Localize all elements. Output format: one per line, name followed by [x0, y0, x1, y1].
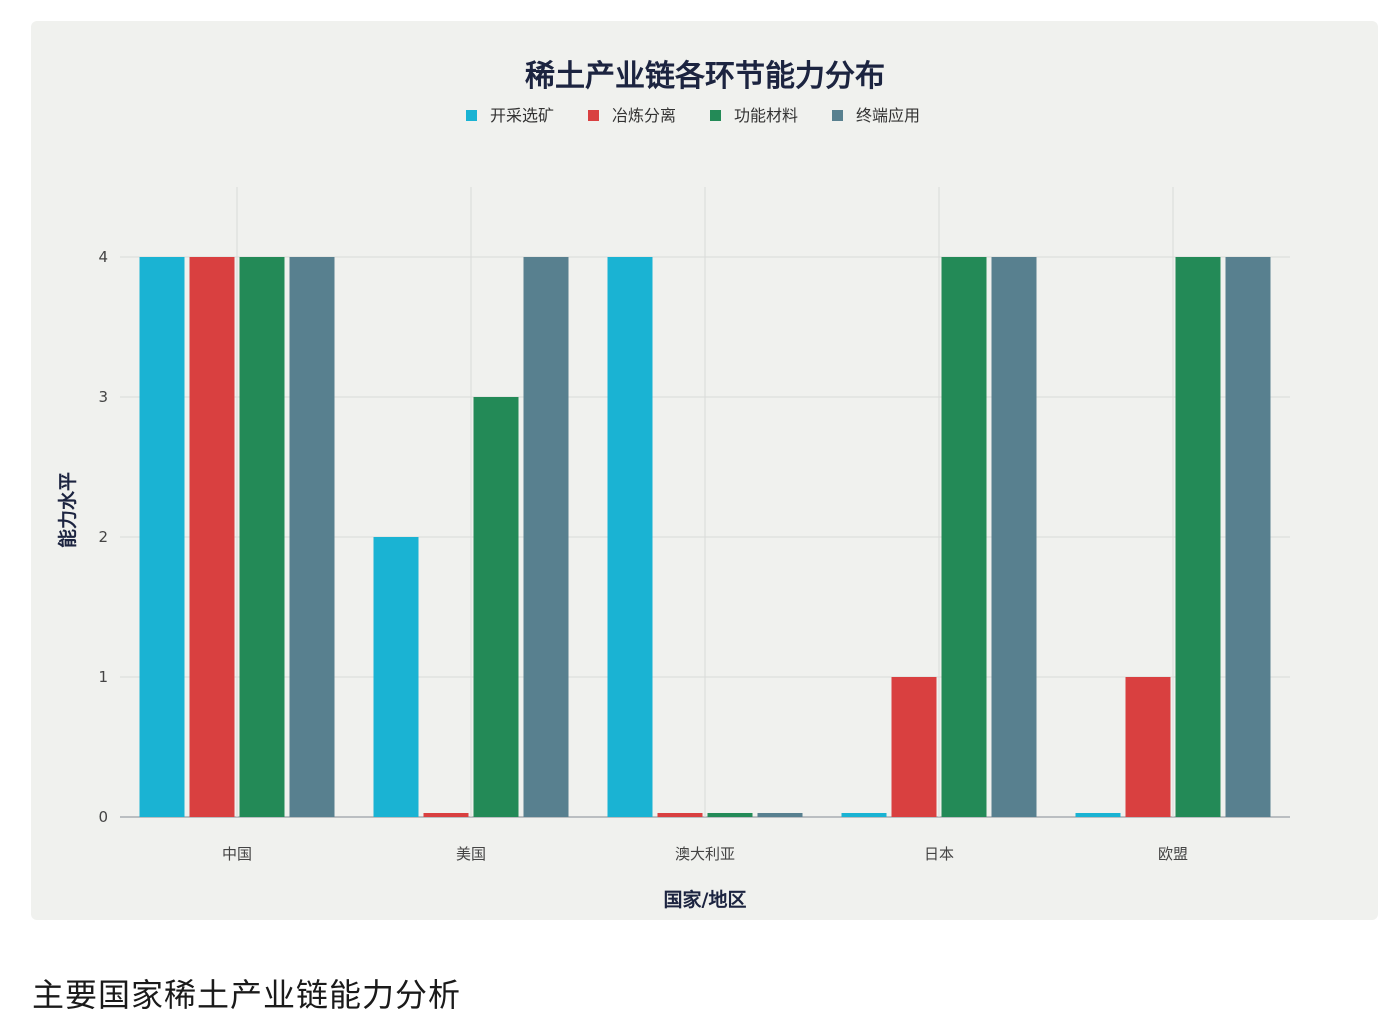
bar-开采选矿-美国	[373, 537, 419, 817]
bar-功能材料-澳大利亚	[707, 813, 753, 817]
y-tick-label: 3	[98, 388, 108, 406]
bar-开采选矿-欧盟	[1075, 813, 1121, 817]
bar-功能材料-美国	[473, 397, 519, 817]
bar-功能材料-日本	[941, 257, 987, 817]
bar-chart: 稀土产业链各环节能力分布 开采选矿 冶炼分离 功能材料 终端应用 0 1 2 3 4 中国 美国…	[56, 59, 1290, 911]
bar-冶炼分离-欧盟	[1125, 677, 1171, 817]
bar-开采选矿-澳大利亚	[607, 257, 653, 817]
x-axis-ticks: 中国 美国 澳大利亚 日本 欧盟	[222, 845, 1188, 863]
bars-group	[139, 257, 1271, 817]
legend-swatch	[466, 110, 477, 121]
bar-冶炼分离-澳大利亚	[657, 813, 703, 817]
x-tick-label: 欧盟	[1158, 845, 1188, 863]
x-tick-label: 中国	[222, 845, 252, 863]
legend-item-开采选矿: 开采选矿	[466, 106, 554, 125]
bar-终端应用-欧盟	[1225, 257, 1271, 817]
legend-swatch	[588, 110, 599, 121]
legend-label: 开采选矿	[490, 106, 554, 125]
legend-item-终端应用: 终端应用	[832, 106, 920, 125]
y-tick-label: 0	[98, 808, 108, 826]
bar-终端应用-日本	[991, 257, 1037, 817]
y-tick-label: 1	[98, 668, 108, 686]
figure-caption: 主要国家稀土产业链能力分析	[32, 976, 462, 1014]
bar-功能材料-中国	[239, 257, 285, 817]
legend-label: 终端应用	[856, 106, 920, 125]
y-axis-ticks: 0 1 2 3 4	[98, 248, 108, 826]
legend-item-冶炼分离: 冶炼分离	[588, 106, 676, 125]
y-tick-label: 4	[98, 248, 108, 266]
bar-终端应用-美国	[523, 257, 569, 817]
bar-冶炼分离-美国	[423, 813, 469, 817]
bar-冶炼分离-日本	[891, 677, 937, 817]
legend-item-功能材料: 功能材料	[710, 106, 798, 125]
x-axis-title: 国家/地区	[664, 888, 747, 911]
y-axis-title: 能力水平	[56, 472, 79, 548]
bar-开采选矿-中国	[139, 257, 185, 817]
legend-label: 冶炼分离	[612, 106, 676, 125]
x-tick-label: 澳大利亚	[675, 845, 735, 863]
bar-终端应用-澳大利亚	[757, 813, 803, 817]
y-tick-label: 2	[98, 528, 108, 546]
x-tick-label: 日本	[924, 845, 954, 863]
legend-label: 功能材料	[734, 106, 798, 125]
chart-title: 稀土产业链各环节能力分布	[525, 59, 885, 94]
bar-终端应用-中国	[289, 257, 335, 817]
x-tick-label: 美国	[456, 845, 486, 863]
legend-swatch	[832, 110, 843, 121]
bar-功能材料-欧盟	[1175, 257, 1221, 817]
legend-swatch	[710, 110, 721, 121]
bar-冶炼分离-中国	[189, 257, 235, 817]
bar-开采选矿-日本	[841, 813, 887, 817]
chart-legend: 开采选矿 冶炼分离 功能材料 终端应用	[466, 106, 920, 125]
